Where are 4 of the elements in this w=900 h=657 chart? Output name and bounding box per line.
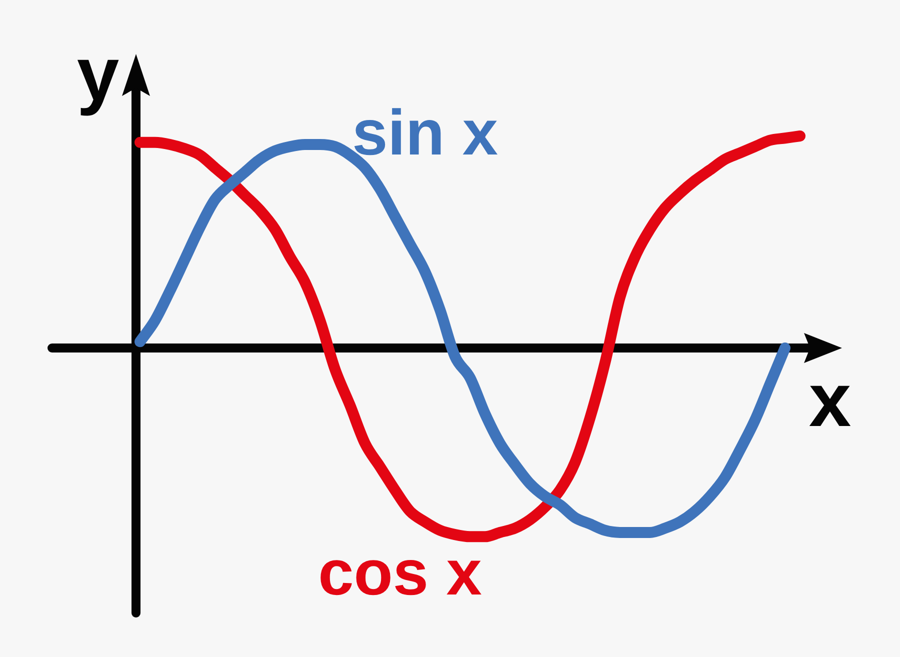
y-axis-title: y	[76, 32, 120, 117]
series-label: cos x	[318, 536, 482, 609]
x-axis-title: x	[808, 358, 852, 443]
series-label: sin x	[352, 96, 498, 168]
